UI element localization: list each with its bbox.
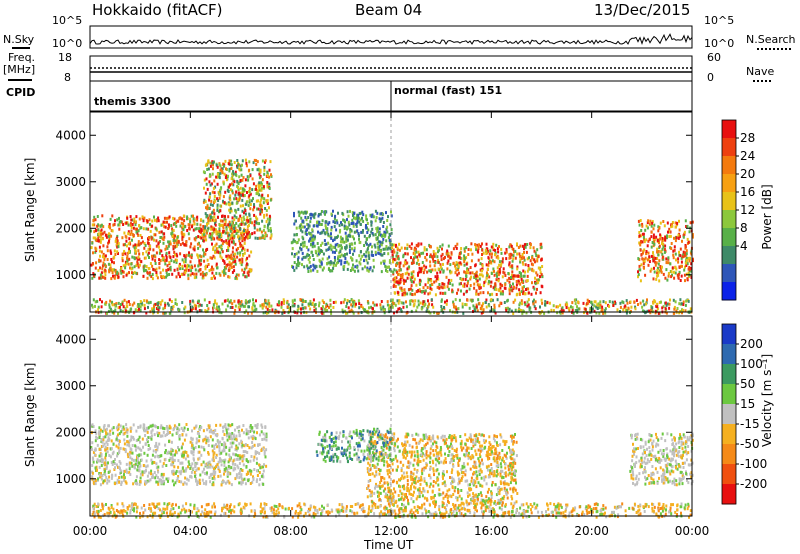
xtick-label-4: 16:00	[474, 524, 509, 538]
velocity-cbtick-label-5: -50	[740, 437, 760, 451]
power-cbtick-label-0: 28	[740, 131, 755, 145]
velocity-colorbar-seg-4	[722, 404, 736, 425]
power-cbtick-label-2: 20	[740, 167, 755, 181]
freq-tick-bottom: 8	[64, 71, 71, 84]
nave-label: Nave	[746, 65, 775, 78]
velocity-ytick-label-0: 1000	[55, 472, 86, 486]
freq-label: Freq.	[8, 51, 36, 64]
nsearch-tick-bottom: 10^0	[704, 37, 735, 50]
nsky-tick-bottom: 10^0	[52, 37, 83, 50]
xtick-label-0: 00:00	[73, 524, 108, 538]
power-echoes	[90, 158, 694, 315]
nsky-panel-frame	[89, 25, 693, 49]
velocity-ytick-label-1: 2000	[55, 425, 86, 439]
velocity-cbtick-label-3: 15	[740, 397, 755, 411]
xtick-label-1: 04:00	[173, 524, 208, 538]
freq-tick-top: 18	[58, 51, 72, 64]
xtick-label-5: 20:00	[574, 524, 609, 538]
power-cbtick-label-3: 16	[740, 185, 755, 199]
velocity-colorbar-seg-6	[722, 444, 736, 465]
velocity-cbtick-label-4: -15	[740, 417, 760, 431]
velocity-colorbar-seg-1	[722, 344, 736, 365]
nsky-tick-top: 10^5	[52, 14, 83, 27]
velocity-cbtick-label-7: -200	[740, 477, 767, 491]
cpid-segment-1: themis 3300	[94, 95, 171, 108]
nsearch-label: N.Search	[746, 33, 796, 46]
nsky-legend-line	[12, 47, 30, 49]
velocity-colorbar-seg-0	[722, 324, 736, 345]
freq-legend-line	[8, 79, 32, 81]
power-cbtick-label-4: 12	[740, 203, 755, 217]
beam-title: Beam 04	[355, 1, 423, 19]
velocity-ytick-label-3: 4000	[55, 332, 86, 346]
nave-legend-line	[753, 80, 771, 82]
velocity-colorbar-seg-5	[722, 424, 736, 445]
xtick-label-3: 12:00	[374, 524, 409, 538]
velocity-cbtick-label-0: 200	[740, 337, 763, 351]
power-cbtick-label-5: 8	[740, 221, 748, 235]
radar-title: Hokkaido (fitACF)	[92, 1, 223, 19]
power-colorbar-seg-9	[722, 282, 736, 301]
power-colorbar-seg-6	[722, 228, 736, 247]
velocity-echoes	[90, 423, 694, 519]
power-cbtick-label-6: 4	[740, 239, 748, 253]
power-ytick-label-1: 2000	[55, 221, 86, 235]
power-colorbar-seg-3	[722, 174, 736, 193]
date-title: 13/Dec/2015	[594, 1, 691, 19]
cpid-segment-2: normal (fast) 151	[394, 84, 503, 97]
nave-tick-top: 60	[707, 51, 721, 64]
power-colorbar-seg-7	[722, 246, 736, 265]
nave-tick-bottom: 0	[707, 71, 714, 84]
velocity-cbtick-label-1: 100	[740, 357, 763, 371]
power-colorbar-seg-0	[722, 120, 736, 139]
power-colorbar-seg-2	[722, 156, 736, 175]
power-cbtick-label-1: 24	[740, 149, 755, 163]
velocity-colorbar-frame	[721, 323, 737, 505]
nsky-trace	[89, 33, 693, 46]
power-ytick-label-2: 3000	[55, 175, 86, 189]
freq-unit-label: [MHz]	[3, 63, 36, 76]
nsearch-legend-line	[757, 48, 791, 50]
velocity-ytick-label-2: 3000	[55, 379, 86, 393]
velocity-colorbar-seg-2	[722, 364, 736, 385]
power-ytick-label-3: 4000	[55, 128, 86, 142]
velocity-cbtick-label-2: 50	[740, 377, 755, 391]
power-colorbar-seg-4	[722, 192, 736, 211]
power-ytick-label-0: 1000	[55, 268, 86, 282]
velocity-colorbar-seg-3	[722, 384, 736, 405]
power-colorbar-seg-1	[722, 138, 736, 157]
nsky-label: N.Sky	[3, 33, 35, 46]
xtick-label-6: 00:00	[675, 524, 710, 538]
velocity-colorbar-seg-7	[722, 464, 736, 485]
nsearch-tick-top: 10^5	[704, 14, 735, 27]
xtick-label-2: 08:00	[273, 524, 308, 538]
velocity-colorbar-seg-8	[722, 484, 736, 505]
power-colorbar-seg-5	[722, 210, 736, 229]
cpid-label: CPID	[6, 86, 36, 99]
xaxis-label: Time UT	[364, 538, 414, 552]
velocity-cbtick-label-6: -100	[740, 457, 767, 471]
power-colorbar-seg-8	[722, 264, 736, 283]
